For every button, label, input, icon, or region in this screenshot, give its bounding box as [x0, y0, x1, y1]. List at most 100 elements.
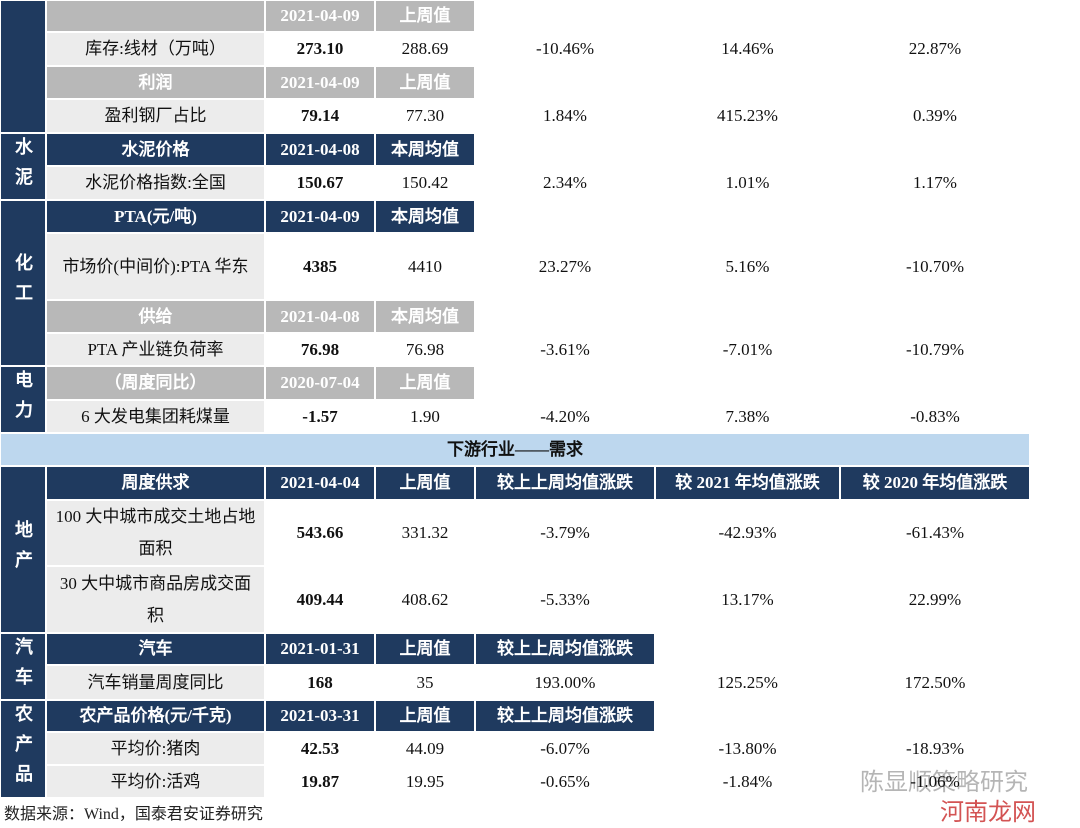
value-cell: -1.84% — [722, 771, 773, 791]
sector-cell: 汽车 — [1, 634, 45, 699]
row-label: 水泥价格指数:全国 — [47, 167, 264, 199]
value-cell: 193.00% — [534, 672, 596, 692]
value-cell: 150.42 — [401, 173, 449, 192]
header-cell: 水泥价格 — [47, 134, 264, 165]
header-cell: 2021-04-04 — [266, 467, 374, 499]
value-cell: 76.98 — [300, 339, 340, 359]
source-note: 数据来源：Wind，国泰君安证券研究 — [4, 806, 263, 823]
header-cell: 较上上周均值涨跌 — [476, 701, 654, 731]
value-cell: -0.83% — [910, 406, 960, 426]
value-cell: 13.17% — [721, 589, 774, 609]
value-cell: 0.39% — [913, 106, 957, 125]
header-cell: 2020-07-04 — [266, 367, 374, 399]
header-cell: 周度供求 — [47, 467, 264, 499]
watermark: 陈显顺策略研究 — [860, 768, 1028, 796]
value-cell: -61.43% — [905, 523, 965, 542]
header-cell: 2021-04-09 — [266, 1, 374, 31]
sector-cell: 水泥 — [1, 134, 45, 199]
header-cell: 较上上周均值涨跌 — [476, 467, 654, 499]
header-cell: 2021-04-08 — [266, 134, 374, 165]
value-cell: 23.27% — [538, 256, 592, 276]
watermark-logo: 河南龙网 — [940, 798, 1036, 826]
value-cell: 79.14 — [300, 106, 340, 125]
header-cell: 较上上周均值涨跌 — [476, 634, 654, 664]
row-label: 30 大中城市商品房成交面积 — [47, 567, 264, 632]
value-cell: 415.23% — [717, 106, 778, 125]
header-cell: 上周值 — [376, 701, 474, 731]
value-cell: -5.33% — [540, 589, 590, 609]
value-cell: -6.07% — [540, 738, 590, 758]
row-label: 6 大发电集团耗煤量 — [47, 401, 264, 432]
value-cell: -18.93% — [905, 738, 965, 758]
header-cell: （周度同比） — [47, 367, 264, 399]
value-cell: 172.50% — [904, 672, 966, 692]
value-cell: 42.53 — [300, 738, 340, 758]
value-cell: 543.66 — [296, 523, 344, 542]
header-cell: 农产品价格(元/千克) — [47, 701, 264, 731]
value-cell: 35 — [416, 672, 434, 692]
value-cell: -10.46% — [535, 39, 595, 58]
row-label: 平均价:活鸡 — [47, 766, 264, 797]
header-cell: 2021-04-09 — [266, 201, 374, 232]
header-cell: 较 2021 年均值涨跌 — [656, 467, 839, 499]
sector-cell: 化工 — [1, 201, 45, 365]
value-cell: 19.95 — [405, 771, 445, 791]
header-cell: 2021-03-31 — [266, 701, 374, 731]
value-cell: 5.16% — [725, 256, 770, 276]
value-cell: 288.69 — [401, 39, 449, 58]
value-cell: -1.06% — [910, 771, 960, 791]
value-cell: 1.01% — [725, 173, 770, 192]
value-cell: 150.67 — [296, 173, 344, 192]
header-cell: 本周均值 — [376, 201, 474, 232]
value-cell: -13.80% — [718, 738, 777, 758]
value-cell: -42.93% — [718, 523, 777, 542]
value-cell: -10.70% — [905, 256, 965, 276]
value-cell: -3.79% — [540, 523, 590, 542]
value-cell: 1.17% — [913, 173, 957, 192]
row-label: 市场价(中间价):PTA 华东 — [47, 234, 264, 299]
value-cell: -1.57 — [302, 406, 338, 426]
value-cell: 22.99% — [908, 589, 962, 609]
section-banner: 下游行业——需求 — [1, 434, 1029, 465]
header-cell: 2021-04-09 — [266, 67, 374, 98]
value-cell: 14.46% — [721, 39, 774, 58]
value-cell: -0.65% — [540, 771, 590, 791]
row-label: 平均价:猪肉 — [47, 733, 264, 764]
row-label: 库存:线材（万吨） — [47, 33, 264, 65]
row-label: PTA 产业链负荷率 — [47, 334, 264, 365]
sector-cell — [1, 1, 45, 132]
value-cell: 273.10 — [296, 39, 344, 58]
header-cell: 利润 — [47, 67, 264, 98]
header-cell: 本周均值 — [376, 301, 474, 332]
value-cell: 409.44 — [296, 589, 344, 609]
value-cell: -4.20% — [540, 406, 590, 426]
value-cell: 77.30 — [405, 106, 445, 125]
header-cell: 上周值 — [376, 367, 474, 399]
value-cell: 168 — [307, 672, 333, 692]
row-label: 100 大中城市成交土地占地面积 — [47, 501, 264, 565]
header-cell: 上周值 — [376, 1, 474, 31]
value-cell: 331.32 — [401, 523, 449, 542]
value-cell: -10.79% — [905, 339, 965, 359]
value-cell: 7.38% — [725, 406, 770, 426]
header-cell: 上周值 — [376, 634, 474, 664]
value-cell: -7.01% — [722, 339, 773, 359]
sector-cell: 电力 — [1, 367, 45, 432]
sector-cell: 地产 — [1, 467, 45, 632]
header-cell: 上周值 — [376, 467, 474, 499]
value-cell: 4385 — [303, 256, 337, 276]
value-cell: 125.25% — [717, 672, 778, 692]
row-label: 盈利钢厂占比 — [47, 100, 264, 132]
header-cell: 本周均值 — [376, 134, 474, 165]
value-cell: 1.90 — [410, 406, 440, 426]
value-cell: 44.09 — [405, 738, 445, 758]
value-cell: 76.98 — [405, 339, 445, 359]
header-cell: 供给 — [47, 301, 264, 332]
value-cell: 19.87 — [300, 771, 340, 791]
header-cell: 上周值 — [376, 67, 474, 98]
header-cell: 2021-01-31 — [266, 634, 374, 664]
header-cell: 汽车 — [47, 634, 264, 664]
value-cell: 4410 — [408, 256, 442, 276]
value-cell: 22.87% — [908, 39, 962, 58]
